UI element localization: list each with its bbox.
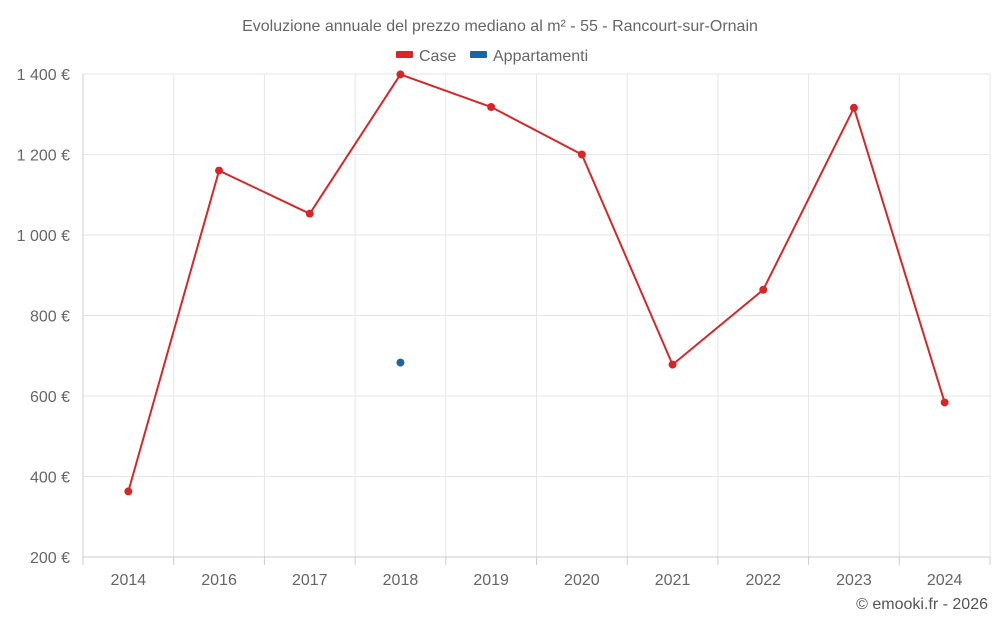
- x-tick-label: 2024: [927, 572, 963, 589]
- legend-label-appartamenti[interactable]: Appartamenti: [493, 48, 588, 65]
- x-tick-label: 2023: [836, 572, 872, 589]
- x-tick-label: 2021: [655, 572, 691, 589]
- x-tick-label: 2017: [292, 572, 328, 589]
- y-tick-label: 800 €: [30, 309, 70, 326]
- y-tick-label: 200 €: [30, 550, 70, 567]
- x-tick-label: 2022: [745, 572, 781, 589]
- data-point-case[interactable]: [487, 103, 496, 112]
- legend-swatch-appartamenti: [470, 51, 487, 58]
- credit-text: © emooki.fr - 2026: [856, 596, 988, 613]
- data-point-case[interactable]: [396, 70, 405, 79]
- gridlines: [82, 73, 991, 558]
- data-point-case[interactable]: [215, 166, 224, 175]
- legend-label-case[interactable]: Case: [419, 48, 456, 65]
- y-tick-label: 400 €: [30, 470, 70, 487]
- y-tick-label: 1 400 €: [17, 67, 70, 84]
- data-point-case[interactable]: [940, 398, 949, 407]
- data-point-appartamenti[interactable]: [396, 358, 405, 367]
- data-point-case[interactable]: [305, 209, 314, 218]
- y-tick-label: 1 000 €: [17, 228, 70, 245]
- y-tick-label: 1 200 €: [17, 148, 70, 165]
- legend-swatch-case: [396, 51, 413, 58]
- x-axis-tick-labels: 2014 2016 2017 2018 2019 2020 2021 2022 2023 2024: [82, 557, 991, 589]
- y-tick-label: 600 €: [30, 389, 70, 406]
- y-axis-tick-labels: 1 400 € 1 200 € 1 000 € 800 € 600 € 400 € 200 …: [17, 67, 70, 567]
- legend: Case Appartamenti: [396, 48, 588, 65]
- x-tick-label: 2020: [564, 572, 600, 589]
- x-tick-label: 2019: [473, 572, 509, 589]
- x-tick-label: 2016: [201, 572, 237, 589]
- series-line-case: [127, 73, 946, 492]
- data-point-case[interactable]: [668, 360, 677, 369]
- chart-title: Evoluzione annuale del prezzo mediano al…: [242, 18, 758, 35]
- data-point-case[interactable]: [849, 103, 858, 112]
- data-point-case[interactable]: [124, 487, 133, 496]
- series-layer: [124, 70, 949, 496]
- x-tick-label: 2018: [383, 572, 419, 589]
- x-tick-label: 2014: [111, 572, 147, 589]
- data-point-case[interactable]: [759, 285, 768, 294]
- data-point-case[interactable]: [577, 150, 586, 159]
